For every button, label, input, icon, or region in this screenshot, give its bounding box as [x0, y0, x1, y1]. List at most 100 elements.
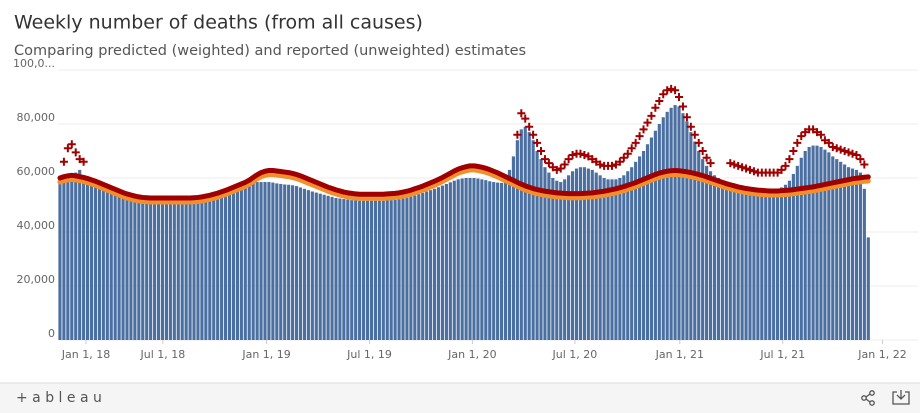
- bar: [831, 156, 835, 340]
- bar: [220, 195, 224, 340]
- bar: [574, 168, 579, 340]
- plus-marker: [698, 147, 707, 155]
- bar: [858, 172, 862, 340]
- bar: [626, 171, 630, 340]
- bar: [693, 141, 697, 340]
- download-button[interactable]: [892, 390, 910, 405]
- bar: [850, 168, 855, 340]
- x-tick-label: Jan 1, 19: [241, 348, 290, 361]
- plus-marker: [840, 147, 849, 155]
- plus-marker: [734, 161, 743, 170]
- bar: [346, 199, 350, 340]
- bar: [208, 199, 212, 340]
- bar: [708, 171, 713, 340]
- bar: [235, 189, 239, 340]
- bar: [531, 140, 535, 340]
- bar: [638, 156, 642, 340]
- bar: [239, 187, 243, 340]
- bar: [156, 202, 161, 340]
- bar: [385, 200, 389, 340]
- bar: [507, 169, 512, 340]
- bar: [172, 202, 176, 340]
- plus-marker: [59, 157, 68, 166]
- bar: [701, 159, 705, 340]
- plus-marker: [647, 111, 656, 120]
- plus-marker: [537, 147, 546, 155]
- plus-marker: [745, 165, 754, 174]
- bar: [196, 201, 200, 340]
- toolbar: [0, 383, 920, 413]
- bar: [141, 201, 145, 340]
- plus-marker: [521, 114, 530, 123]
- y-tick-label: 100,0...: [13, 57, 55, 70]
- bar: [279, 183, 283, 340]
- bar: [827, 152, 831, 340]
- bar: [787, 180, 792, 340]
- plus-marker: [564, 155, 573, 164]
- bar: [515, 140, 519, 340]
- bar: [287, 184, 291, 340]
- bar: [582, 167, 586, 340]
- y-tick-label: 20,000: [17, 273, 56, 286]
- bar: [736, 186, 740, 340]
- plus-marker: [730, 160, 739, 169]
- plus-marker: [793, 138, 802, 147]
- plus-marker: [671, 86, 680, 95]
- bar: [811, 145, 815, 340]
- bar: [862, 188, 866, 340]
- plus-marker: [79, 157, 88, 166]
- bar: [105, 190, 109, 340]
- plus-marker: [836, 145, 845, 154]
- plus-marker: [781, 161, 790, 170]
- bar: [291, 185, 295, 340]
- bar: [358, 200, 362, 340]
- bar: [634, 161, 638, 340]
- bar: [405, 197, 409, 340]
- bar: [444, 183, 448, 340]
- bar: [819, 146, 823, 340]
- bar: [606, 179, 610, 340]
- bar: [263, 182, 267, 340]
- bar: [543, 167, 547, 340]
- plus-marker: [643, 118, 652, 127]
- bar: [748, 187, 752, 340]
- bar: [314, 192, 318, 340]
- bar: [259, 182, 263, 340]
- bar: [570, 171, 575, 340]
- bar: [294, 186, 299, 340]
- plus-marker: [706, 159, 715, 168]
- plus-marker: [655, 97, 664, 106]
- bar: [791, 173, 795, 340]
- bar: [760, 188, 764, 340]
- bar: [318, 193, 322, 340]
- plus-marker: [627, 144, 636, 153]
- bar: [578, 167, 583, 340]
- bar: [598, 175, 602, 340]
- bar: [823, 149, 827, 340]
- plus-marker: [659, 90, 668, 99]
- plus-marker: [694, 138, 703, 147]
- bar: [649, 137, 653, 340]
- bar: [342, 199, 346, 340]
- bar: [484, 180, 488, 340]
- bar: [66, 180, 70, 340]
- share-button[interactable]: [861, 390, 875, 406]
- plus-marker: [832, 144, 841, 153]
- bar: [492, 182, 496, 340]
- bar: [677, 106, 681, 340]
- bar: [417, 194, 421, 340]
- logo[interactable]: + a b l e a u: [16, 390, 102, 406]
- bar: [772, 188, 776, 340]
- bar: [527, 132, 531, 340]
- bar: [468, 178, 472, 340]
- bar: [164, 202, 169, 340]
- bar: [697, 151, 701, 340]
- bar: [464, 178, 468, 340]
- bar: [129, 199, 133, 340]
- bar: [113, 193, 117, 340]
- bar: [645, 144, 650, 340]
- bar: [231, 191, 236, 340]
- bar: [764, 188, 768, 340]
- bar: [275, 183, 279, 340]
